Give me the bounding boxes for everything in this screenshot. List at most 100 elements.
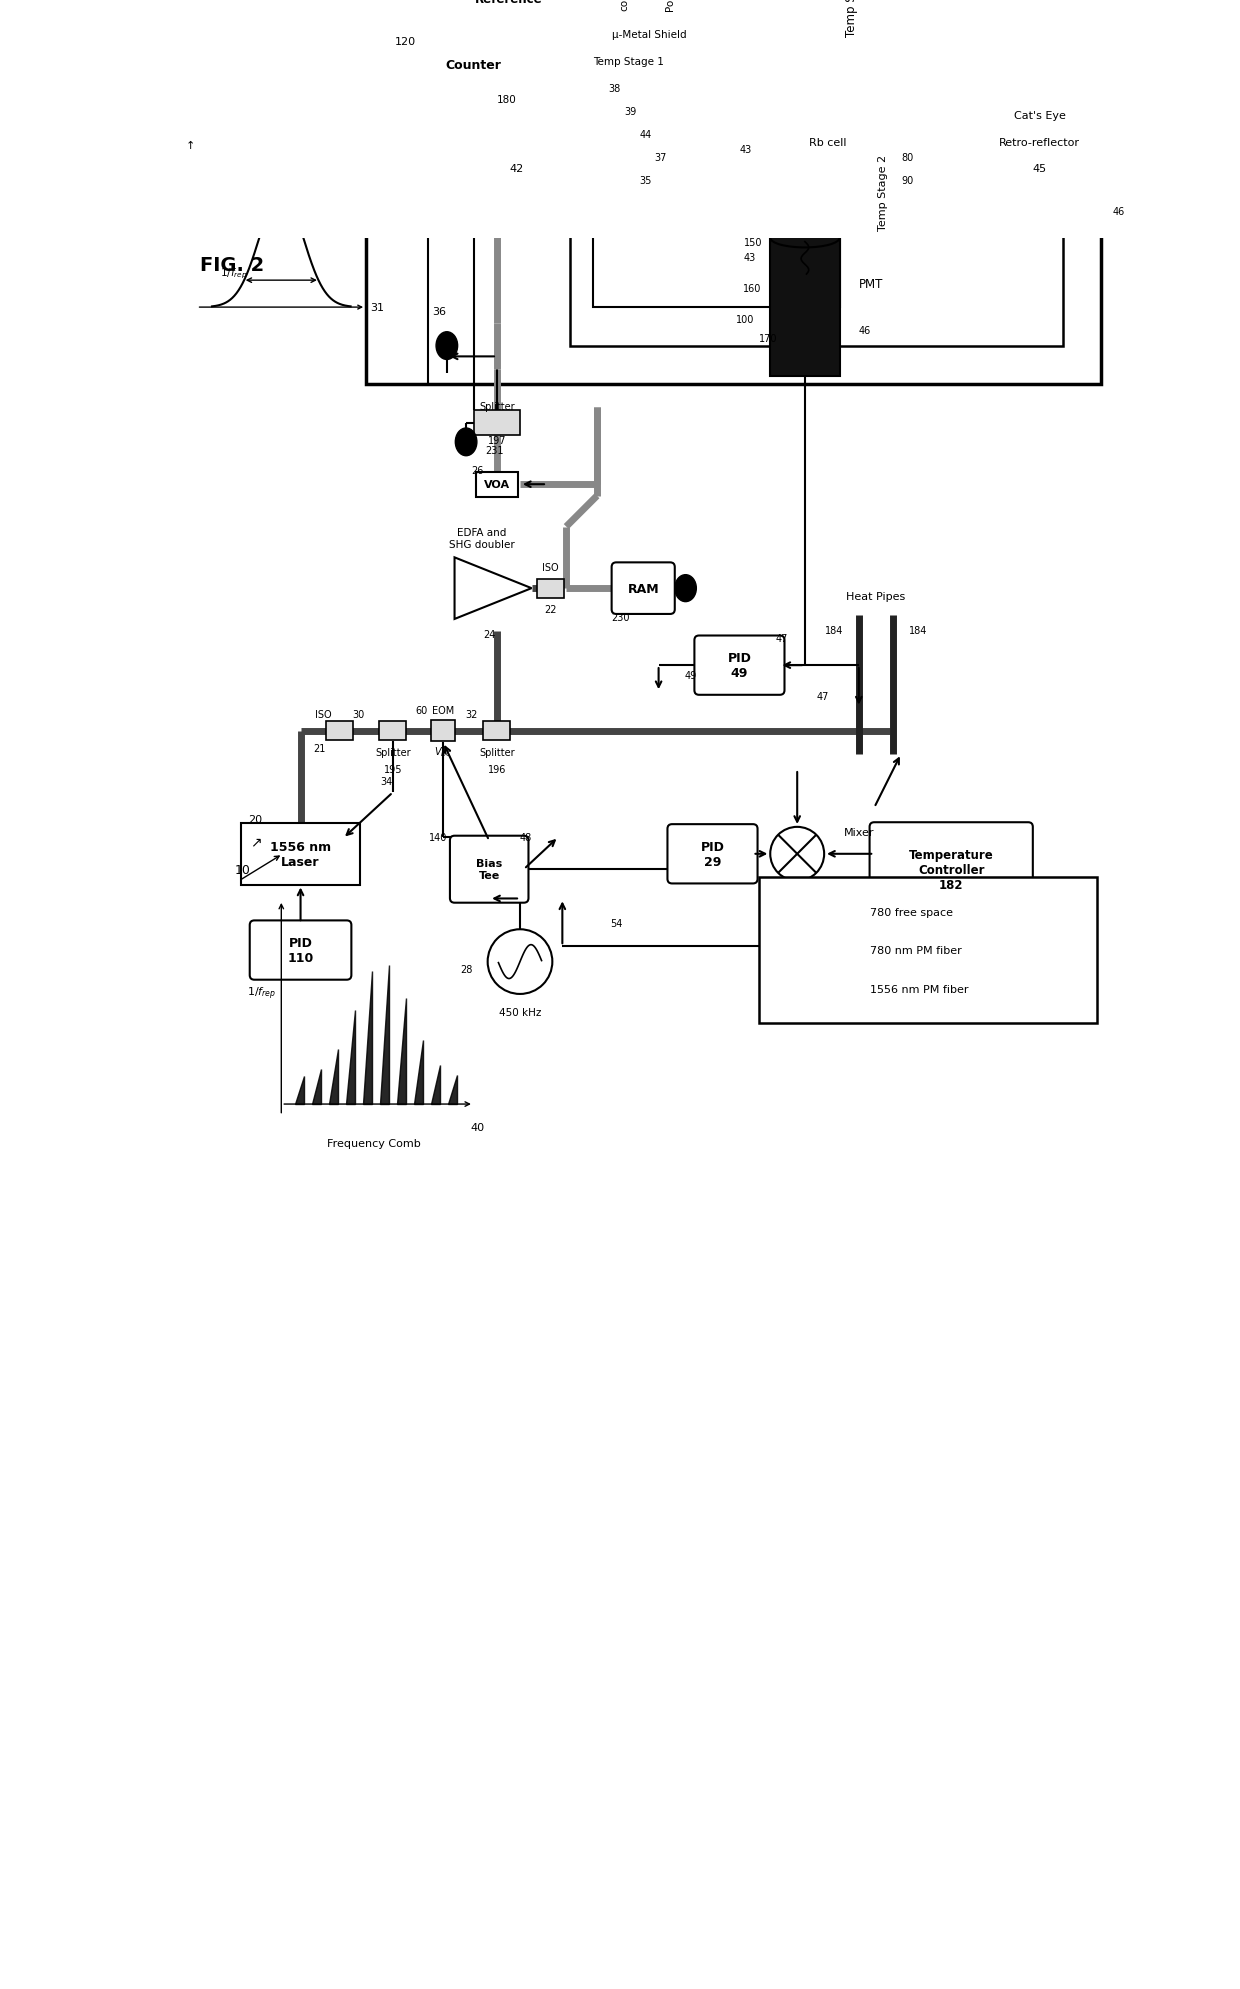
Text: Splitter: Splitter: [376, 748, 410, 758]
Polygon shape: [414, 1040, 423, 1104]
Text: Splitter: Splitter: [479, 748, 515, 758]
Text: PID
29: PID 29: [701, 841, 724, 869]
Text: 196: 196: [487, 764, 506, 774]
Text: 184: 184: [909, 627, 928, 636]
Text: Hydrogen
Maser
Reference: Hydrogen Maser Reference: [475, 0, 542, 6]
Text: 195: 195: [383, 764, 402, 774]
Ellipse shape: [765, 161, 776, 225]
Text: 49: 49: [684, 670, 697, 680]
Bar: [379, 722, 407, 740]
FancyBboxPatch shape: [694, 636, 785, 696]
Text: 10: 10: [236, 863, 250, 877]
Polygon shape: [397, 998, 405, 1104]
Bar: [484, 722, 511, 740]
Ellipse shape: [790, 219, 821, 243]
Text: 32: 32: [465, 710, 477, 720]
FancyBboxPatch shape: [611, 563, 675, 615]
Polygon shape: [363, 971, 372, 1104]
Bar: [241, 823, 361, 885]
Text: 230: 230: [611, 613, 630, 623]
Text: $V_{DC}$: $V_{DC}$: [434, 746, 453, 760]
FancyBboxPatch shape: [667, 825, 758, 883]
Text: 24: 24: [484, 631, 496, 640]
Bar: [593, 179, 609, 207]
Text: 36: 36: [433, 306, 446, 316]
Bar: [537, 579, 564, 599]
Ellipse shape: [436, 332, 458, 360]
Ellipse shape: [455, 430, 477, 457]
Text: Rb cell: Rb cell: [810, 137, 847, 147]
Text: 140: 140: [429, 833, 446, 843]
Text: 60: 60: [415, 706, 428, 716]
Text: 180: 180: [497, 95, 517, 105]
Text: 780 nm PM fiber: 780 nm PM fiber: [870, 945, 962, 955]
Text: 37: 37: [655, 153, 667, 163]
Text: 46: 46: [859, 326, 870, 336]
Text: 47: 47: [816, 692, 828, 702]
Polygon shape: [312, 1070, 321, 1104]
FancyBboxPatch shape: [869, 823, 1033, 917]
Text: ISO: ISO: [315, 710, 332, 720]
Bar: [770, 239, 839, 378]
Text: 43: 43: [739, 145, 751, 155]
Text: 1556 nm PM fiber: 1556 nm PM fiber: [870, 985, 968, 994]
Text: 20: 20: [248, 815, 262, 825]
Bar: [474, 412, 520, 436]
Ellipse shape: [675, 575, 697, 603]
Text: Frequency Comb: Frequency Comb: [327, 1138, 420, 1148]
Text: 47: 47: [775, 634, 787, 644]
Text: 197: 197: [487, 436, 506, 446]
FancyBboxPatch shape: [249, 921, 351, 981]
Ellipse shape: [714, 111, 733, 135]
Text: μ-Metal Shield: μ-Metal Shield: [613, 30, 687, 40]
Text: Fiber
collimator
41: Fiber collimator 41: [608, 0, 641, 12]
Text: 39: 39: [624, 107, 636, 117]
Text: 40: 40: [470, 1122, 484, 1132]
Text: Polarizer: Polarizer: [665, 0, 675, 12]
Text: 231: 231: [485, 446, 503, 455]
Text: Mixer: Mixer: [843, 827, 874, 837]
Polygon shape: [430, 1066, 440, 1104]
Polygon shape: [346, 1010, 355, 1104]
Bar: [593, 12, 839, 308]
Text: 30: 30: [352, 710, 365, 720]
Text: Splitter: Splitter: [479, 402, 515, 412]
Bar: [432, 0, 585, 22]
Text: 1556 nm
Laser: 1556 nm Laser: [270, 841, 331, 869]
Text: 780 free space: 780 free space: [870, 907, 954, 917]
Text: Temp Stage 2: Temp Stage 2: [878, 155, 888, 231]
Text: Temp Stage 2: Temp Stage 2: [844, 0, 858, 36]
Text: Cat's Eye: Cat's Eye: [1014, 111, 1065, 121]
Bar: [432, 720, 455, 742]
Text: 38: 38: [609, 84, 621, 93]
Text: 150: 150: [744, 237, 763, 247]
Text: RAM: RAM: [627, 583, 658, 595]
Text: EOM: EOM: [432, 706, 454, 716]
Text: $\nearrow$: $\nearrow$: [248, 835, 262, 849]
Text: 100: 100: [735, 314, 754, 324]
Text: 450 kHz: 450 kHz: [498, 1006, 541, 1016]
Text: 31: 31: [371, 302, 384, 312]
Text: $1/f_{rep}$: $1/f_{rep}$: [219, 267, 247, 280]
Bar: [476, 473, 518, 497]
Text: 43: 43: [743, 253, 755, 263]
Text: ↑: ↑: [186, 141, 195, 151]
Bar: [420, 42, 528, 90]
Text: 44: 44: [640, 129, 651, 139]
Text: EDFA and
SHG doubler: EDFA and SHG doubler: [449, 527, 515, 549]
Ellipse shape: [770, 229, 839, 249]
Text: 28: 28: [460, 965, 472, 975]
Ellipse shape: [880, 161, 892, 225]
Text: VOA: VOA: [484, 479, 510, 489]
Text: Temp Stage 1: Temp Stage 1: [593, 56, 665, 68]
Text: PMT: PMT: [859, 278, 883, 290]
Text: Heat Pipes: Heat Pipes: [846, 591, 905, 601]
Text: $1/f_{rep}$: $1/f_{rep}$: [247, 985, 277, 1000]
Text: 35: 35: [640, 175, 652, 185]
Text: PID
110: PID 110: [288, 937, 314, 965]
Text: 26: 26: [471, 465, 484, 475]
Text: 46: 46: [1112, 207, 1125, 217]
Text: PID
49: PID 49: [728, 652, 751, 680]
FancyBboxPatch shape: [450, 835, 528, 903]
Text: 54: 54: [610, 919, 622, 929]
